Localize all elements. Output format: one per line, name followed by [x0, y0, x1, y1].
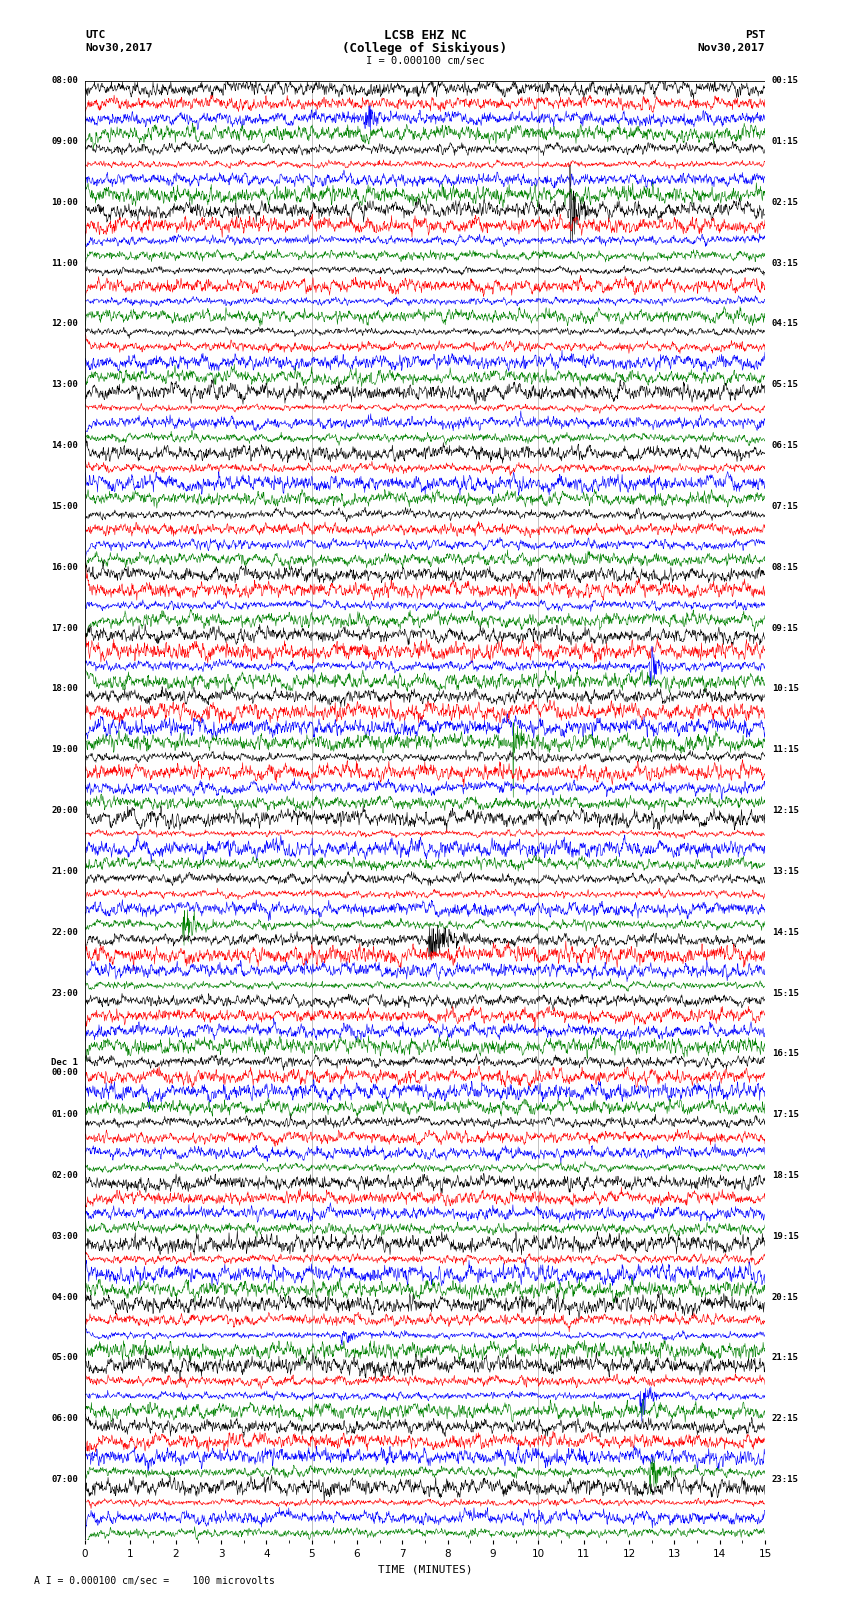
- Text: 06:00: 06:00: [51, 1415, 78, 1423]
- Text: 17:00: 17:00: [51, 624, 78, 632]
- Text: 23:00: 23:00: [51, 989, 78, 997]
- Text: 16:15: 16:15: [772, 1050, 799, 1058]
- Text: 05:15: 05:15: [772, 381, 799, 389]
- Text: 01:15: 01:15: [772, 137, 799, 145]
- Text: (College of Siskiyous): (College of Siskiyous): [343, 42, 507, 55]
- Text: 20:00: 20:00: [51, 806, 78, 815]
- Text: 18:00: 18:00: [51, 684, 78, 694]
- Text: 11:00: 11:00: [51, 258, 78, 268]
- Text: Nov30,2017: Nov30,2017: [698, 44, 765, 53]
- Text: 02:15: 02:15: [772, 198, 799, 206]
- Text: 21:15: 21:15: [772, 1353, 799, 1363]
- Text: 07:00: 07:00: [51, 1476, 78, 1484]
- Text: 07:15: 07:15: [772, 502, 799, 511]
- Text: 03:00: 03:00: [51, 1232, 78, 1240]
- Text: LCSB EHZ NC: LCSB EHZ NC: [383, 29, 467, 42]
- Text: 22:15: 22:15: [772, 1415, 799, 1423]
- Text: 04:15: 04:15: [772, 319, 799, 329]
- Text: PST: PST: [745, 31, 765, 40]
- Text: 12:15: 12:15: [772, 806, 799, 815]
- Text: 21:00: 21:00: [51, 866, 78, 876]
- Text: 15:00: 15:00: [51, 502, 78, 511]
- Text: 15:15: 15:15: [772, 989, 799, 997]
- Text: 09:00: 09:00: [51, 137, 78, 145]
- Text: 06:15: 06:15: [772, 440, 799, 450]
- Text: 13:00: 13:00: [51, 381, 78, 389]
- Text: 13:15: 13:15: [772, 866, 799, 876]
- Text: 04:00: 04:00: [51, 1292, 78, 1302]
- Text: 01:00: 01:00: [51, 1110, 78, 1119]
- Text: 23:15: 23:15: [772, 1476, 799, 1484]
- Text: A I = 0.000100 cm/sec =    100 microvolts: A I = 0.000100 cm/sec = 100 microvolts: [34, 1576, 275, 1586]
- Text: 02:00: 02:00: [51, 1171, 78, 1181]
- Text: 10:00: 10:00: [51, 198, 78, 206]
- Text: 10:15: 10:15: [772, 684, 799, 694]
- Text: 11:15: 11:15: [772, 745, 799, 755]
- Text: 08:00: 08:00: [51, 76, 78, 85]
- Text: 14:15: 14:15: [772, 927, 799, 937]
- Text: I = 0.000100 cm/sec: I = 0.000100 cm/sec: [366, 56, 484, 66]
- Text: 05:00: 05:00: [51, 1353, 78, 1363]
- Text: 14:00: 14:00: [51, 440, 78, 450]
- Text: 09:15: 09:15: [772, 624, 799, 632]
- Text: 00:15: 00:15: [772, 76, 799, 85]
- Text: 18:15: 18:15: [772, 1171, 799, 1181]
- Text: 00:00: 00:00: [51, 1068, 78, 1077]
- Text: 20:15: 20:15: [772, 1292, 799, 1302]
- Text: 17:15: 17:15: [772, 1110, 799, 1119]
- X-axis label: TIME (MINUTES): TIME (MINUTES): [377, 1565, 473, 1574]
- Text: 03:15: 03:15: [772, 258, 799, 268]
- Text: Dec 1: Dec 1: [51, 1058, 78, 1068]
- Text: 12:00: 12:00: [51, 319, 78, 329]
- Text: 19:15: 19:15: [772, 1232, 799, 1240]
- Text: 22:00: 22:00: [51, 927, 78, 937]
- Text: 08:15: 08:15: [772, 563, 799, 571]
- Text: 16:00: 16:00: [51, 563, 78, 571]
- Text: Nov30,2017: Nov30,2017: [85, 44, 152, 53]
- Text: UTC: UTC: [85, 31, 105, 40]
- Text: 19:00: 19:00: [51, 745, 78, 755]
